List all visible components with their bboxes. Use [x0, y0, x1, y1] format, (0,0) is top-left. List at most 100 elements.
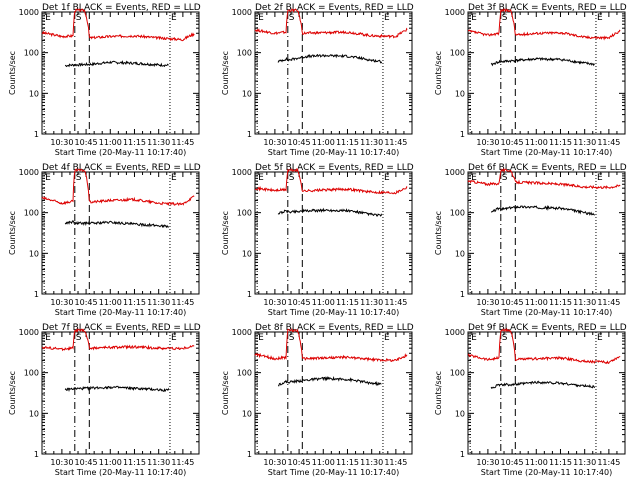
x-tick-label: 11:45: [384, 138, 407, 147]
y-tick-label: 1: [460, 130, 465, 139]
series-events-line: [277, 207, 382, 217]
x-tick-label: 11:00: [99, 138, 122, 147]
marker-label: E: [258, 13, 264, 23]
x-tick-label: 11:00: [525, 138, 548, 147]
marker-label: S: [76, 333, 82, 343]
x-tick-label: 11:15: [123, 138, 146, 147]
series-events-line: [64, 219, 169, 229]
y-tick-label: 1: [34, 290, 39, 299]
x-axis-label: Start Time (20-May-11 10:17:40): [481, 468, 612, 477]
marker-label: S: [502, 173, 508, 183]
x-tick-label: 10:30: [50, 298, 73, 307]
y-tick-label: 10: [455, 249, 465, 258]
y-axis-label: Counts/sec: [221, 371, 230, 415]
x-tick-label: 11:00: [525, 458, 548, 467]
series-lld-line: [255, 167, 408, 195]
y-tick-label: 1: [247, 290, 252, 299]
y-tick-label: 100: [24, 49, 39, 58]
x-tick-label: 10:45: [288, 138, 311, 147]
x-tick-label: 11:00: [312, 458, 335, 467]
x-tick-label: 10:45: [288, 458, 311, 467]
plot-frame: [467, 171, 626, 295]
y-tick-label: 1000: [445, 168, 465, 177]
x-tick-label: 10:30: [263, 138, 286, 147]
marker-label: S: [76, 173, 82, 183]
marker-label: E: [384, 173, 390, 183]
x-tick-label: 11:45: [597, 138, 620, 147]
x-tick-label: 10:30: [476, 298, 499, 307]
marker-label: E: [471, 173, 477, 183]
y-axis-label: Counts/sec: [8, 211, 17, 255]
marker-label: S: [289, 173, 295, 183]
y-tick-label: 1000: [19, 168, 39, 177]
y-axis-label: Counts/sec: [8, 51, 17, 95]
panel-title: Det 3f BLACK = Events, RED = LLD: [468, 3, 627, 13]
y-tick-label: 1: [247, 130, 252, 139]
plot-frame: [467, 11, 626, 135]
panel-det-7: Det 7f BLACK = Events, RED = LLD 1 10 100 10…: [8, 323, 201, 477]
series-lld-line: [467, 8, 621, 41]
plot-frame: [41, 11, 200, 135]
y-tick-label: 1000: [19, 328, 39, 337]
x-tick-label: 10:45: [501, 458, 524, 467]
y-tick-label: 10: [29, 89, 39, 98]
plot-frame: [254, 171, 413, 295]
x-tick-label: 11:15: [123, 458, 146, 467]
x-tick-label: 11:15: [549, 458, 572, 467]
panel-title: Det 8f BLACK = Events, RED = LLD: [255, 323, 414, 333]
x-axis-label: Start Time (20-May-11 10:17:40): [268, 468, 399, 477]
x-tick-label: 11:30: [573, 298, 596, 307]
panel-det-9: Det 9f BLACK = Events, RED = LLD 1 10 100 10…: [434, 323, 627, 477]
y-tick-label: 1000: [232, 168, 252, 177]
y-tick-label: 1000: [445, 8, 465, 17]
marker-label: E: [171, 333, 177, 343]
x-tick-label: 11:45: [171, 458, 194, 467]
marker-label: E: [258, 333, 264, 343]
x-tick-label: 11:45: [384, 298, 407, 307]
x-tick-label: 10:30: [263, 298, 286, 307]
marker-label: E: [171, 173, 177, 183]
x-tick-label: 10:30: [263, 458, 286, 467]
x-tick-label: 11:30: [573, 458, 596, 467]
x-axis-label: Start Time (20-May-11 10:17:40): [481, 148, 612, 157]
x-tick-label: 10:45: [501, 298, 524, 307]
panel-title: Det 1f BLACK = Events, RED = LLD: [42, 3, 201, 13]
x-tick-label: 11:15: [549, 138, 572, 147]
x-tick-label: 11:00: [312, 298, 335, 307]
y-tick-label: 10: [29, 249, 39, 258]
y-tick-label: 100: [450, 369, 465, 378]
marker-label: S: [76, 13, 82, 23]
marker-label: E: [597, 333, 603, 343]
series-events-line: [490, 204, 595, 216]
marker-label: E: [597, 13, 603, 23]
x-tick-label: 11:15: [336, 138, 359, 147]
y-tick-label: 10: [29, 409, 39, 418]
y-tick-label: 100: [237, 369, 252, 378]
marker-label: S: [289, 333, 295, 343]
marker-label: E: [384, 13, 390, 23]
panel-det-8: Det 8f BLACK = Events, RED = LLD 1 10 100 10…: [221, 323, 414, 477]
y-tick-label: 100: [237, 209, 252, 218]
marker-label: E: [471, 333, 477, 343]
panel-det-4: Det 4f BLACK = Events, RED = LLD 1 10 100 10…: [8, 163, 201, 317]
marker-label: E: [171, 13, 177, 23]
panel-det-1: Det 1f BLACK = Events, RED = LLD 1 10 100 10…: [8, 3, 201, 157]
y-tick-label: 10: [455, 89, 465, 98]
x-tick-label: 11:00: [525, 298, 548, 307]
x-tick-label: 10:45: [75, 458, 98, 467]
y-tick-label: 100: [237, 49, 252, 58]
marker-label: S: [502, 13, 508, 23]
y-tick-label: 1: [34, 450, 39, 459]
marker-label: S: [502, 333, 508, 343]
x-tick-label: 11:15: [549, 298, 572, 307]
x-tick-label: 11:15: [123, 298, 146, 307]
panel-title: Det 4f BLACK = Events, RED = LLD: [42, 163, 201, 173]
x-tick-label: 11:45: [597, 458, 620, 467]
y-axis-label: Counts/sec: [434, 51, 443, 95]
panel-det-6: Det 6f BLACK = Events, RED = LLD 1 10 100 10…: [434, 163, 627, 317]
panel-det-3: Det 3f BLACK = Events, RED = LLD 1 10 100 10…: [434, 3, 627, 157]
plot-frame: [41, 331, 200, 455]
x-axis-label: Start Time (20-May-11 10:17:40): [481, 308, 612, 317]
y-tick-label: 1: [460, 450, 465, 459]
y-tick-label: 100: [450, 49, 465, 58]
